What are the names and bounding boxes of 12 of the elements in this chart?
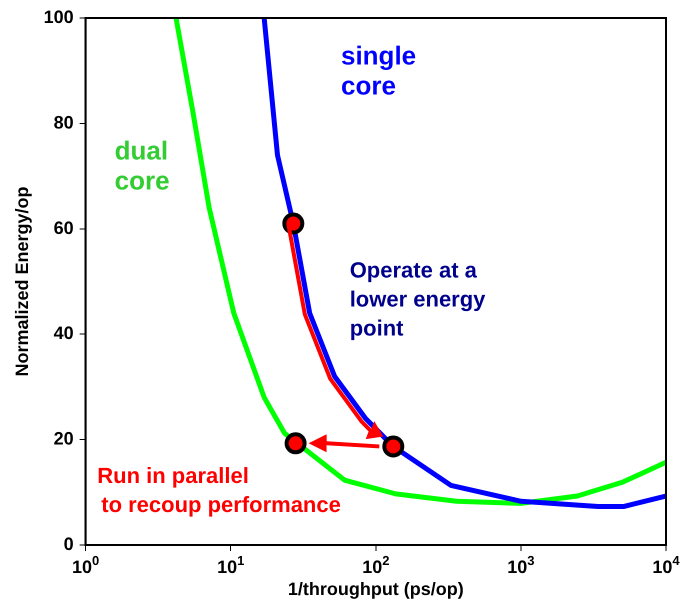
text: single core (340, 40, 416, 101)
y-tick-label: 60 (54, 218, 74, 238)
series-label: dual core (114, 135, 170, 196)
annotation: Operate at a lower energy point (350, 257, 486, 340)
y-tick-label: 100 (44, 6, 74, 27)
annotation: Run in parallel to recoup performance (97, 463, 341, 518)
y-axis-title: Normalized Energy/op (12, 186, 32, 377)
y-tick-label: 0 (64, 534, 74, 554)
y-tick-label: 40 (54, 323, 74, 344)
y-tick-label: 80 (54, 112, 74, 132)
x-axis-title: 1/throughput (ps/op) (288, 579, 464, 600)
y-tick-label: 20 (54, 428, 74, 449)
